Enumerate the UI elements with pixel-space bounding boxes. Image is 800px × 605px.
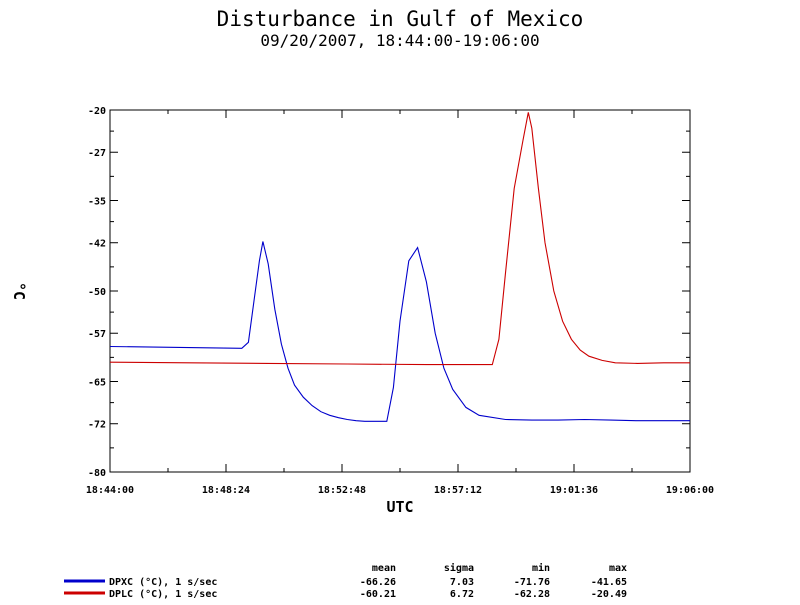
stats-legend: mean sigma min max DPXC (°C), 1 s/sec -66.26 7… xyxy=(64,562,627,600)
y-tick-label: -57 xyxy=(88,329,106,340)
y-tick-labels: -20 -27 -35 -42 -50 -57 -65 -72 -80 xyxy=(88,106,106,479)
legend-label: DPXC (°C), 1 s/sec xyxy=(109,577,217,588)
stats-header-min: min xyxy=(532,562,550,574)
x-tick-label: 18:52:48 xyxy=(318,485,366,496)
chart-title: Disturbance in Gulf of Mexico xyxy=(217,7,584,31)
stats-value: -60.21 xyxy=(360,589,396,600)
x-tick-label: 18:44:00 xyxy=(86,485,134,496)
x-tick-label: 19:06:00 xyxy=(666,485,714,496)
legend-label: DPLC (°C), 1 s/sec xyxy=(109,589,217,600)
series-line-dplc xyxy=(109,112,690,366)
stats-value: 6.72 xyxy=(450,589,474,600)
axis-ticks xyxy=(109,109,691,473)
y-tick-label: -80 xyxy=(88,468,106,479)
y-tick-label: -35 xyxy=(88,197,106,208)
plot-frame xyxy=(109,109,691,473)
y-tick-label: -42 xyxy=(88,239,106,250)
stats-value: 7.03 xyxy=(450,577,474,588)
x-tick-label: 18:57:12 xyxy=(434,485,482,496)
chart-subtitle: 09/20/2007, 18:44:00-19:06:00 xyxy=(260,31,539,50)
y-tick-label: -72 xyxy=(88,420,106,431)
stats-value: -20.49 xyxy=(591,589,627,600)
x-tick-label: 19:01:36 xyxy=(550,485,598,496)
stats-header-max: max xyxy=(609,563,627,574)
stats-value: -71.76 xyxy=(514,577,550,588)
y-axis-label: °C xyxy=(10,282,28,300)
stats-value: -62.28 xyxy=(514,589,550,600)
stats-header-mean: mean xyxy=(372,563,396,574)
stats-value: -66.26 xyxy=(360,577,396,588)
x-tick-labels: 18:44:00 18:48:24 18:52:48 18:57:12 19:01:36… xyxy=(86,485,714,496)
x-tick-label: 18:48:24 xyxy=(202,485,250,496)
stats-value: -41.65 xyxy=(591,577,627,588)
y-tick-label: -50 xyxy=(88,287,106,298)
y-tick-label: -65 xyxy=(88,378,106,389)
series-lines xyxy=(109,112,690,422)
series-line-dpxc xyxy=(109,241,690,422)
y-tick-label: -27 xyxy=(88,148,106,159)
stats-header-sigma: sigma xyxy=(444,562,474,574)
y-tick-label: -20 xyxy=(88,106,106,117)
x-axis-label: UTC xyxy=(386,498,413,516)
